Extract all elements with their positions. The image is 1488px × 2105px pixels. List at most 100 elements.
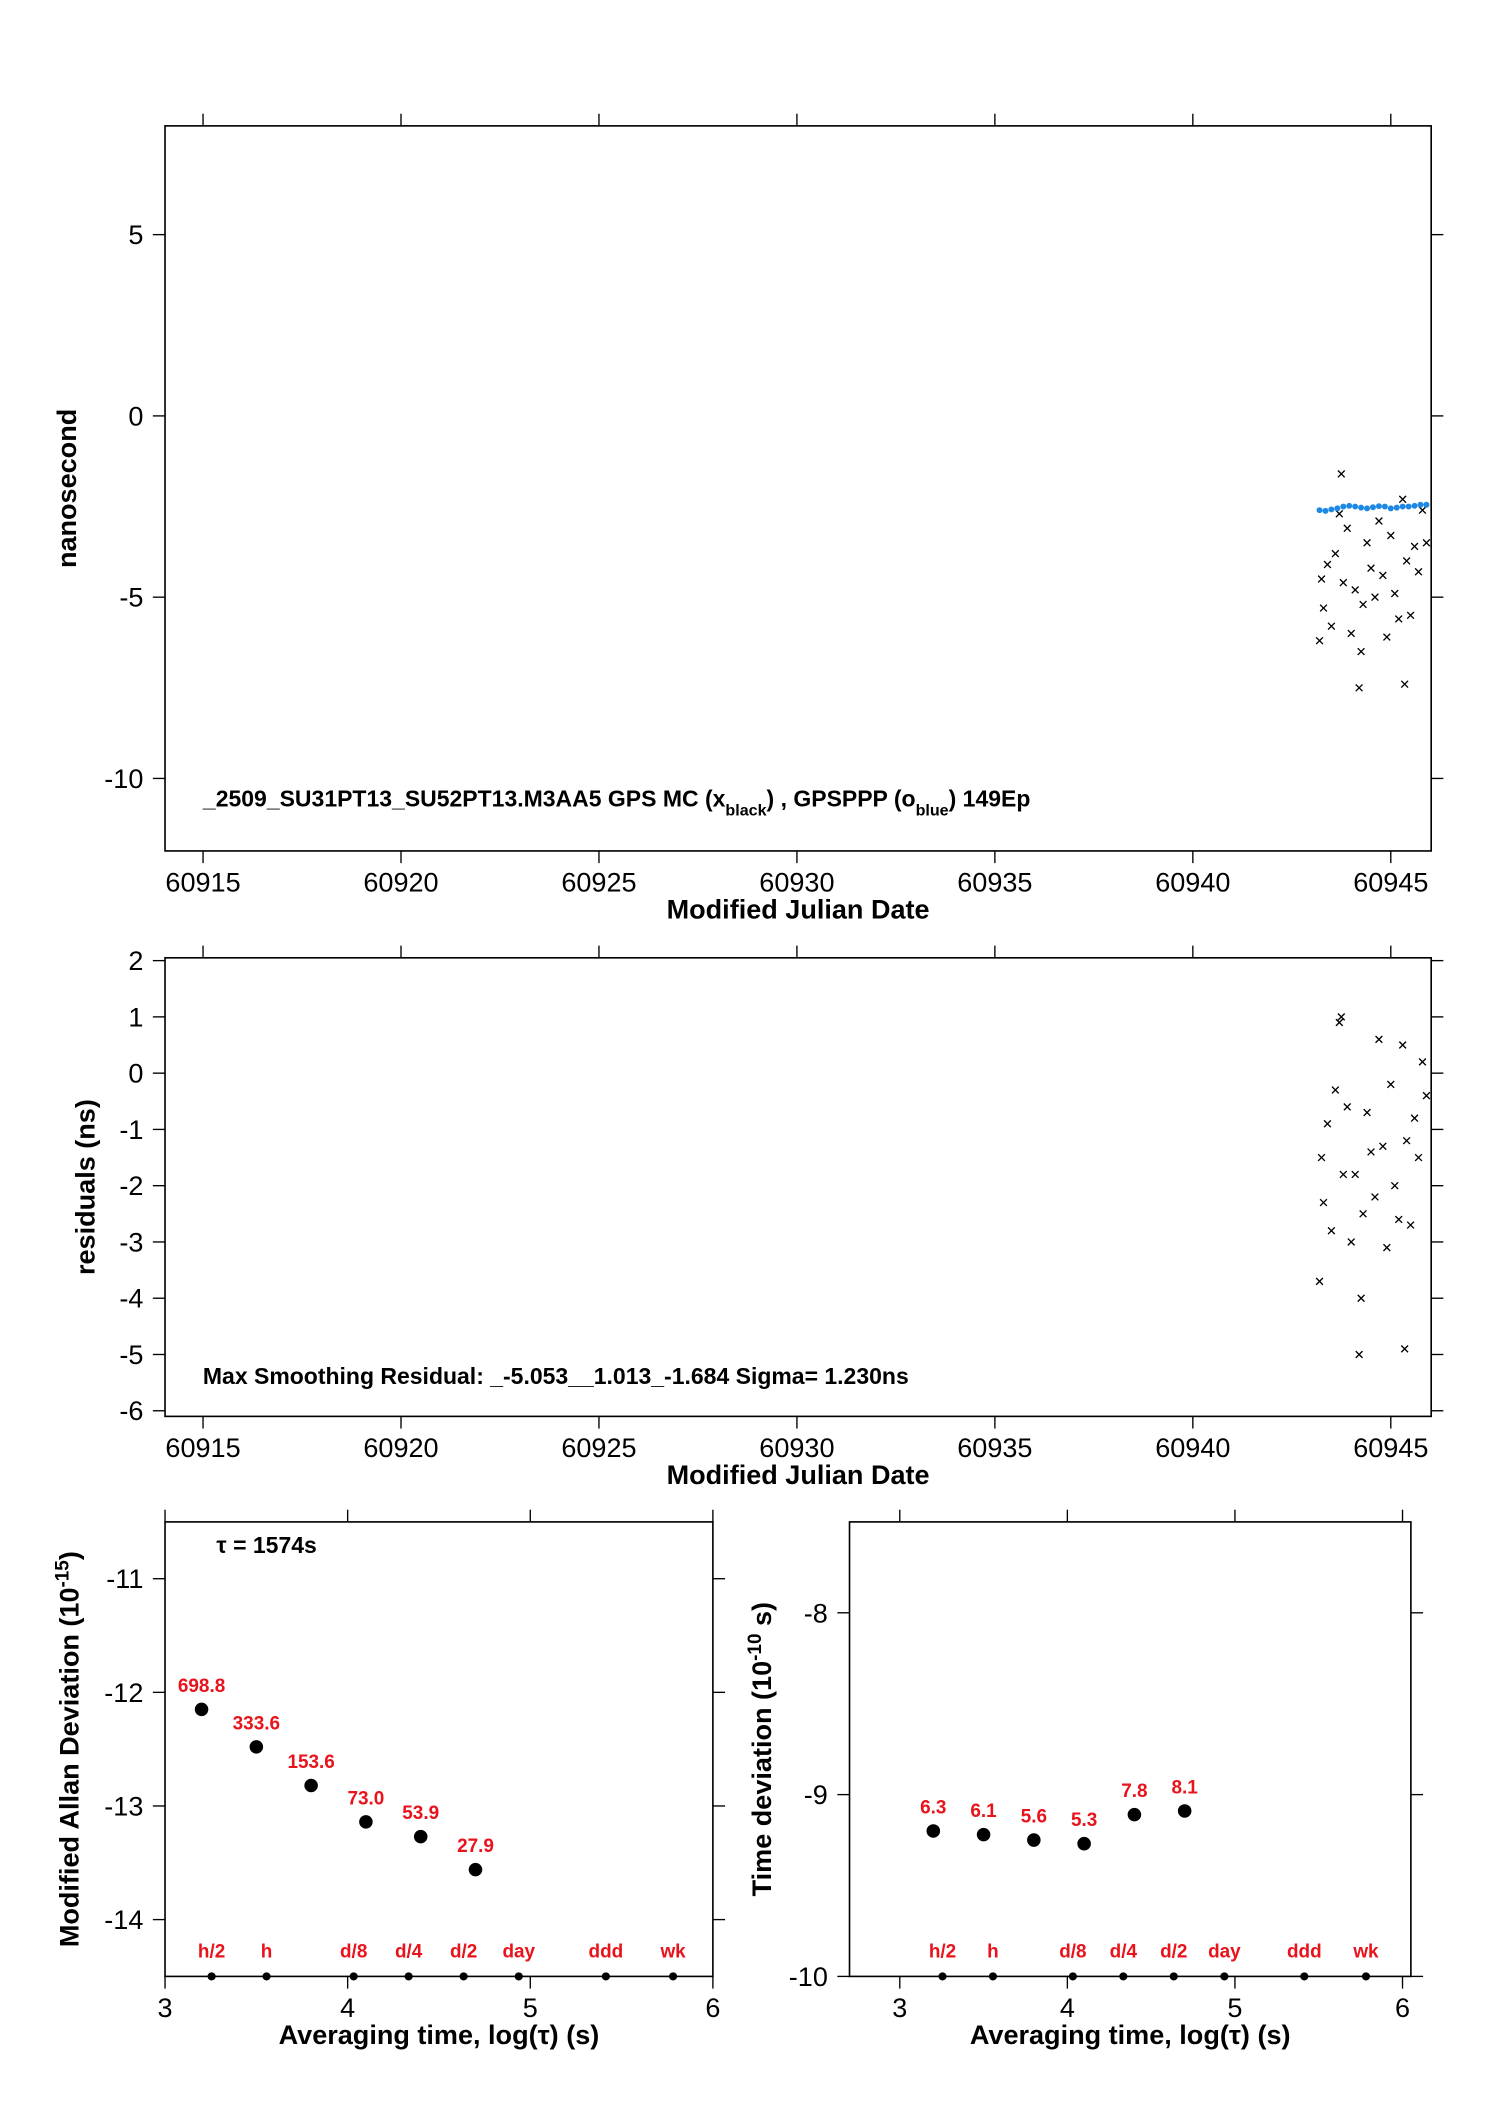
text-part: blue	[916, 801, 949, 819]
y-tick-label: -5	[119, 1340, 143, 1370]
interval-label: h	[261, 1941, 273, 1962]
x-tick-label: 3	[158, 1993, 173, 2023]
point	[1423, 501, 1430, 508]
point-label: 5.6	[1021, 1806, 1047, 1827]
point	[1315, 636, 1324, 645]
text-part: ) 149Ep	[949, 785, 1031, 811]
x-tick-label: 5	[523, 1993, 538, 2023]
point	[1367, 1148, 1375, 1156]
y-tick-label: 2	[128, 946, 143, 976]
interval-label: day	[1208, 1941, 1241, 1962]
y-tick-label: -3	[119, 1227, 143, 1257]
point	[249, 1740, 264, 1754]
point-label: 8.1	[1172, 1777, 1198, 1798]
point-label: 53.9	[402, 1803, 439, 1824]
point-label: 73.0	[347, 1788, 384, 1809]
point	[1347, 629, 1356, 638]
interval-label: ddd	[1287, 1941, 1322, 1962]
interval-label: h/2	[198, 1941, 225, 1962]
point	[1375, 1035, 1383, 1044]
x-tick-label: 60935	[957, 868, 1032, 898]
point	[1364, 505, 1371, 512]
point	[1363, 538, 1371, 547]
point	[1316, 507, 1323, 514]
point	[359, 1815, 373, 1829]
x-tick-label: 60920	[363, 868, 438, 898]
point	[1402, 557, 1411, 565]
y-tick-label: -11	[106, 1564, 143, 1594]
interval-marker	[988, 1972, 998, 1981]
point	[1406, 611, 1415, 620]
point	[1346, 502, 1353, 509]
point	[1317, 1153, 1326, 1162]
y-tick-label: -13	[104, 1791, 143, 1821]
point	[1317, 575, 1326, 583]
annotation: _2509_SU31PT13_SU52PT13.M3AA5 GPS MC (xb…	[202, 785, 1030, 819]
interval-label: d/8	[340, 1941, 367, 1962]
x-axis-label: Modified Julian Date	[667, 1460, 930, 1490]
x-tick-label: 5	[1227, 1993, 1242, 2023]
point	[1406, 1221, 1415, 1229]
y-tick-label: -2	[119, 1171, 143, 1201]
point	[1422, 1091, 1431, 1100]
text-part: ) , GPSPPP (o	[767, 785, 916, 811]
point	[468, 1862, 483, 1877]
point-label: 6.3	[920, 1797, 946, 1818]
point	[1400, 680, 1409, 689]
interval-label: wk	[659, 1941, 686, 1962]
point	[1339, 578, 1348, 587]
interval-label: d/2	[450, 1941, 477, 1962]
point-label: 27.9	[457, 1836, 494, 1857]
x-tick-label: 4	[1060, 1993, 1075, 2023]
point	[1357, 647, 1365, 656]
y-tick-label: -10	[104, 764, 143, 794]
interval-label: wk	[1352, 1941, 1379, 1962]
point	[1328, 506, 1335, 513]
point	[1327, 1226, 1336, 1235]
x-tick-label: 60940	[1155, 868, 1230, 898]
x-tick-label: 60945	[1353, 1433, 1428, 1463]
text-part: Time deviation (10	[747, 1661, 777, 1897]
point	[1337, 1013, 1346, 1021]
interval-label: h	[987, 1941, 999, 1962]
point	[1351, 1170, 1360, 1179]
y-axis-label: nanosecond	[52, 409, 82, 568]
point	[1358, 504, 1365, 511]
y-tick-label: -5	[119, 583, 143, 613]
interval-label: d/8	[1059, 1941, 1086, 1962]
point	[1410, 542, 1419, 551]
point	[1323, 560, 1332, 569]
text-part: residuals (ns)	[71, 1099, 101, 1275]
y-tick-label: -14	[104, 1905, 143, 1935]
point	[1410, 1114, 1419, 1123]
point	[1363, 1108, 1371, 1117]
point	[1375, 503, 1382, 510]
y-tick-label: -10	[789, 1962, 828, 1992]
y-tick-label: 1	[128, 1002, 143, 1032]
point	[1400, 1345, 1409, 1353]
y-tick-label: -1	[119, 1115, 143, 1145]
text-part: s)	[747, 1602, 777, 1634]
plot-frame	[164, 956, 1432, 1418]
annotation: τ = 1574s	[216, 1532, 316, 1558]
interval-marker	[1119, 1972, 1128, 1981]
point	[1337, 470, 1346, 478]
annotation: Max Smoothing Residual: _-5.053__1.013_-…	[203, 1363, 909, 1389]
point	[1418, 1058, 1427, 1066]
y-tick-label: 0	[128, 401, 143, 431]
point-label: 5.3	[1071, 1810, 1097, 1831]
point	[1127, 1807, 1142, 1822]
interval-marker	[1068, 1972, 1077, 1981]
point	[1398, 1041, 1407, 1049]
text-part: Modified Allan Deviation (10	[54, 1588, 84, 1948]
point	[1375, 517, 1383, 525]
interval-marker	[938, 1972, 947, 1981]
point	[1417, 501, 1424, 508]
text-part: -10	[745, 1634, 766, 1661]
point-label: 698.8	[178, 1676, 225, 1697]
point	[1394, 1215, 1403, 1224]
point	[1422, 538, 1431, 547]
point	[1343, 1103, 1352, 1111]
